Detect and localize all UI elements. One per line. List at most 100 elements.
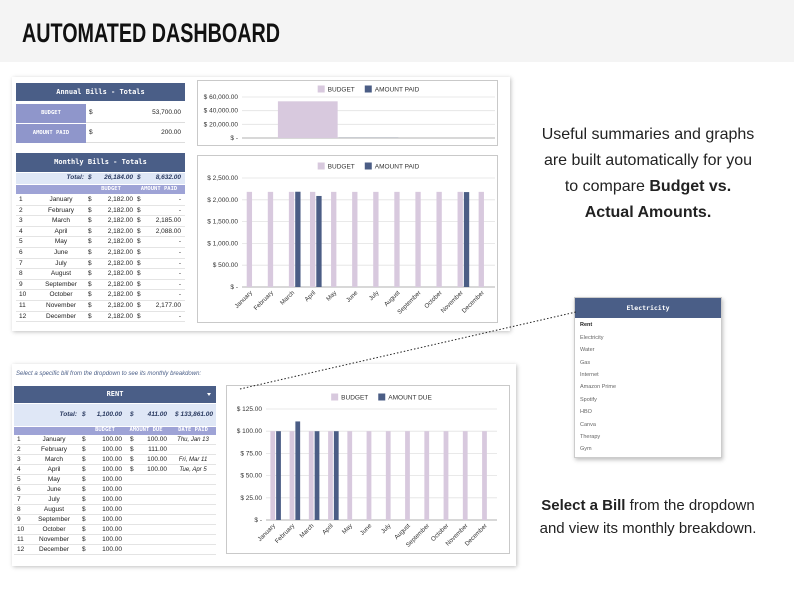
- cell-text: 4: [19, 227, 23, 235]
- table-row: [14, 545, 216, 555]
- legend-label: BUDGET: [328, 87, 355, 94]
- bar: [424, 431, 430, 520]
- text-line: to compare Budget vs.: [520, 174, 776, 200]
- cell-text: 2,182.00: [107, 249, 133, 257]
- legend: BUDGET AMOUNT DUE: [331, 393, 432, 402]
- x-tick-label: May: [325, 289, 339, 303]
- cell-text: 100.00: [102, 505, 122, 513]
- cell-text: $: [82, 485, 86, 493]
- cell-text: $: [82, 535, 86, 543]
- cell-text: 8: [17, 505, 21, 513]
- cell-text: $: [88, 270, 92, 278]
- table-row: [16, 290, 185, 301]
- bar: [331, 191, 337, 287]
- cell-text: $: [88, 206, 92, 214]
- cell-text: 2,182.00: [107, 302, 133, 310]
- cell-text: $: [137, 291, 141, 299]
- cell-text: October: [49, 291, 73, 299]
- cell-text: 10: [19, 291, 27, 299]
- cell-text: 6: [17, 485, 21, 493]
- bar: [316, 195, 322, 287]
- dropdown-option[interactable]: Spotify: [580, 396, 597, 403]
- dropdown-option[interactable]: Water: [580, 347, 595, 354]
- dropdown-option[interactable]: Gas: [580, 359, 591, 366]
- legend-label: BUDGET: [341, 395, 368, 402]
- bar: [333, 431, 339, 520]
- bar: [347, 431, 353, 520]
- dropdown-option[interactable]: Electricity: [580, 334, 604, 341]
- dropdown-option[interactable]: HBO: [580, 409, 592, 416]
- bar: [352, 191, 358, 287]
- text: to compare: [564, 178, 645, 195]
- cell-text: DATE PAID: [178, 427, 208, 434]
- cell-text: 2: [17, 445, 21, 453]
- legend-label: AMOUNT PAID: [375, 87, 420, 94]
- dropdown-option[interactable]: Therapy: [580, 434, 601, 441]
- cell-text: $: [82, 435, 86, 443]
- cell-text: BUDGET: [41, 109, 61, 116]
- dropdown-option[interactable]: Rent: [580, 322, 593, 329]
- cell-text: $: [88, 302, 92, 310]
- dropdown-option[interactable]: Amazon Prime: [580, 384, 617, 391]
- cell-text: 26,184.00: [104, 174, 133, 182]
- legend-swatch: [331, 393, 339, 401]
- cell-text: 100.00: [147, 455, 167, 463]
- cell-text: September: [45, 280, 77, 288]
- x-tick-label: April: [303, 289, 317, 303]
- y-tick-label: $ 50.00: [240, 473, 262, 480]
- cell-text: June: [53, 249, 69, 257]
- x-tick-label: July: [368, 289, 381, 302]
- text-line: are built automatically for you: [543, 152, 753, 169]
- bar: [463, 192, 470, 287]
- x-tick-label: June: [359, 522, 374, 537]
- y-tick-label: $ 125.00: [237, 406, 263, 413]
- cell-text: February: [47, 206, 74, 214]
- cell-text: $: [88, 196, 92, 204]
- cell-text: -: [178, 280, 181, 288]
- cell-text: AMOUNT PAID: [140, 185, 178, 192]
- cell-text: December: [39, 545, 69, 553]
- cell-text: $: [130, 410, 134, 418]
- bar: [478, 191, 484, 287]
- cell-text: Electricity: [626, 303, 670, 312]
- cell-text: 10: [17, 525, 25, 533]
- table-row: [16, 280, 185, 291]
- y-tick-label: $ 1,500.00: [207, 219, 238, 226]
- y-tick-label: $ 25.00: [240, 495, 262, 502]
- chart-frame: [197, 80, 498, 146]
- cell-text: $: [137, 312, 141, 320]
- cell-text: July: [48, 495, 60, 503]
- table-row: [14, 485, 216, 495]
- legend-swatch: [378, 393, 386, 401]
- cell-text: September: [38, 515, 70, 523]
- cell-text: 2,088.00: [155, 227, 181, 235]
- y-tick-label: $ -: [254, 517, 262, 524]
- cell-text: -: [178, 312, 181, 320]
- dropdown-option[interactable]: Internet: [580, 372, 599, 379]
- bar: [443, 431, 449, 520]
- bar: [314, 431, 320, 520]
- cell-text: 111.00: [148, 445, 167, 453]
- table-row: [14, 445, 216, 455]
- table-row: [16, 124, 185, 143]
- dropdown-option[interactable]: Gym: [580, 446, 592, 453]
- text-line: and view its monthly breakdown.: [539, 520, 757, 537]
- table-row: [16, 312, 185, 323]
- table-header: [16, 83, 185, 101]
- cell-text: 100.00: [102, 445, 122, 453]
- cell-text: 7: [19, 259, 23, 267]
- y-tick-label: $ 75.00: [240, 450, 262, 457]
- legend-swatch: [364, 162, 372, 170]
- bar: [462, 431, 468, 520]
- cell-text: $: [137, 270, 141, 278]
- cell-text: AMOUNT PAID: [32, 129, 70, 136]
- legend: BUDGET AMOUNT PAID: [317, 162, 420, 171]
- cell-text: -: [178, 249, 181, 257]
- x-tick-label: June: [345, 289, 360, 304]
- cell-text: June: [46, 485, 62, 493]
- cell-text: 2,182.00: [107, 217, 133, 225]
- dropdown-option[interactable]: Canva: [580, 421, 596, 428]
- cell-text: 100.00: [102, 435, 122, 443]
